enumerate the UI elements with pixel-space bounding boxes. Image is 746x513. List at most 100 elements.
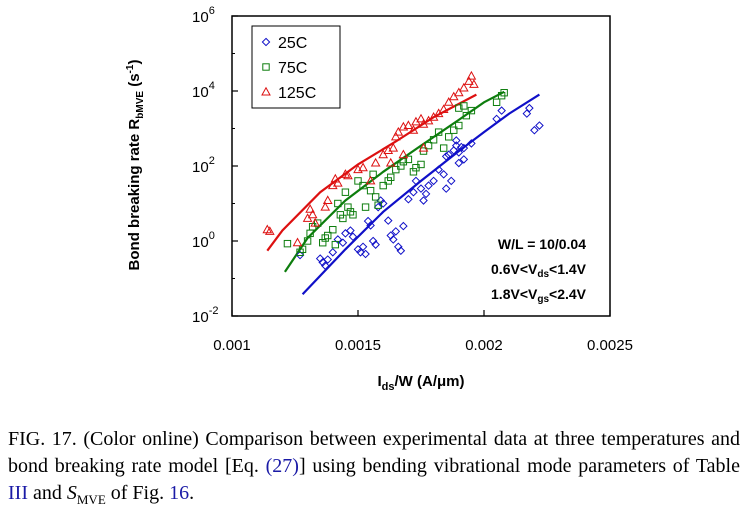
data-point <box>403 120 414 130</box>
x-tick-label: 0.0025 <box>587 337 633 354</box>
data-point <box>398 149 409 159</box>
data-point <box>408 124 419 134</box>
data-point <box>315 254 325 263</box>
data-point <box>462 111 471 120</box>
data-point <box>404 155 413 164</box>
data-point <box>305 204 315 213</box>
data-point <box>419 196 428 205</box>
data-point <box>361 203 370 211</box>
data-point <box>457 142 466 152</box>
series-25C <box>295 103 544 270</box>
data-point <box>421 189 431 199</box>
data-point <box>441 152 451 161</box>
data-point <box>310 217 321 227</box>
data-point <box>320 261 330 270</box>
data-point <box>469 79 479 88</box>
data-point <box>416 184 426 193</box>
legend-label-25C: 25C <box>278 35 307 52</box>
data-point <box>307 209 318 219</box>
data-point <box>393 126 404 136</box>
data-points <box>262 70 544 270</box>
data-point <box>530 125 539 135</box>
data-point <box>264 226 275 235</box>
data-point <box>371 193 380 201</box>
data-point <box>370 157 381 167</box>
data-point <box>492 114 501 124</box>
table-link[interactable]: III <box>8 482 28 504</box>
data-point <box>441 184 451 193</box>
data-point <box>323 255 333 264</box>
chart: 0.001 0.0015 0.002 0.0025 10-2 100 102 104 106 2… <box>125 5 633 393</box>
data-point <box>446 176 456 186</box>
data-point <box>356 247 365 257</box>
data-point <box>467 139 476 148</box>
data-point <box>283 239 292 248</box>
data-point <box>349 211 357 219</box>
data-point <box>467 106 476 115</box>
data-point <box>459 155 469 164</box>
legend-marker-75C <box>262 63 270 71</box>
data-point <box>399 158 408 166</box>
data-point <box>409 168 418 176</box>
data-point <box>366 221 375 230</box>
data-point <box>346 226 355 235</box>
y-tick-label: 104 <box>192 80 215 101</box>
data-point <box>361 249 370 259</box>
annotation-line: W/L = 10/0.04 <box>498 236 586 252</box>
data-point <box>303 237 312 245</box>
data-point <box>500 89 508 97</box>
x-tick-label: 0.0015 <box>335 337 381 354</box>
data-point <box>341 188 350 196</box>
series-75C <box>283 89 508 256</box>
data-point <box>390 131 401 141</box>
legend-marker-25C <box>261 37 271 47</box>
data-point <box>396 246 406 256</box>
data-point <box>450 126 458 134</box>
data-point <box>385 157 396 167</box>
legend-label-125C: 125C <box>278 85 316 102</box>
data-point <box>368 236 378 246</box>
y-tick-label: 100 <box>192 230 215 251</box>
data-point <box>298 245 307 254</box>
model-line-125C <box>266 93 477 252</box>
data-point <box>343 170 353 180</box>
data-point <box>411 176 421 186</box>
data-point <box>417 160 425 169</box>
data-point <box>358 162 368 172</box>
series-125C <box>262 70 479 247</box>
annotations: W/L = 10/0.04 0.6V<Vds<1.4V 1.8V<Vgs<2.4V <box>491 236 587 305</box>
data-point <box>424 141 433 150</box>
equation-link[interactable]: (27) <box>265 455 299 477</box>
data-point <box>333 235 343 244</box>
y-tick-label: 106 <box>192 5 215 26</box>
model-line-75C <box>283 90 505 273</box>
data-point <box>459 143 469 153</box>
data-point <box>321 234 329 242</box>
y-tick-label: 102 <box>192 155 215 176</box>
data-point <box>424 181 433 190</box>
data-point <box>340 169 351 178</box>
legend: 25C 75C 125C <box>251 25 341 109</box>
data-point <box>394 242 403 252</box>
data-point <box>383 216 393 225</box>
annotation-line: 1.8V<Vgs<2.4V <box>491 286 587 305</box>
data-point <box>445 133 453 141</box>
data-point <box>365 175 376 185</box>
data-point <box>411 116 421 126</box>
figure-caption: FIG. 17. (Color online) Comparison betwe… <box>8 428 740 507</box>
data-point <box>386 231 396 240</box>
data-point <box>418 142 429 152</box>
data-point <box>331 240 340 249</box>
figure-link[interactable]: 16 <box>169 482 190 504</box>
data-point <box>332 177 343 187</box>
data-point <box>373 202 383 212</box>
data-point <box>453 87 464 97</box>
data-point <box>434 128 443 136</box>
data-point <box>466 70 477 80</box>
data-point <box>404 194 413 204</box>
data-point <box>348 232 358 242</box>
data-point <box>416 113 426 123</box>
data-point <box>455 104 463 112</box>
data-point <box>358 242 368 252</box>
legend-marker-125C <box>261 86 271 96</box>
